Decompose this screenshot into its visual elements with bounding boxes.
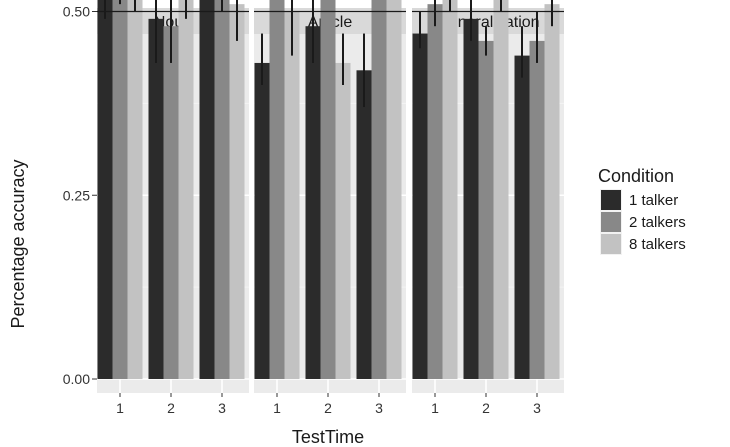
bar: [356, 70, 372, 380]
x-axis-title: TestTime: [292, 427, 364, 447]
bar: [529, 40, 545, 380]
x-tick-label: 1: [431, 400, 439, 416]
bar: [493, 0, 509, 379]
facet-label: Generalization: [436, 14, 539, 31]
bar: [320, 0, 336, 379]
bar: [544, 4, 560, 380]
bar: [178, 0, 194, 380]
x-tick-label: 3: [218, 400, 226, 416]
bar: [127, 0, 143, 379]
legend-title: Condition: [598, 166, 674, 186]
bar: [229, 4, 245, 380]
bar: [199, 0, 215, 380]
legend: Condition 1 talker 2 talkers 8 talkers: [598, 166, 686, 255]
bar: [97, 0, 113, 379]
y-axis: 0.000.250.500.75: [63, 4, 97, 387]
y-tick-label: 0.25: [63, 187, 90, 203]
x-tick-label: 1: [273, 400, 281, 416]
panels: NounArticle Generalization: [97, 0, 564, 393]
x-tick-label: 1: [116, 400, 124, 416]
bar: [214, 0, 230, 379]
bar: [335, 62, 351, 379]
bar: [514, 55, 530, 379]
legend-key: [601, 190, 621, 210]
legend-key: [601, 234, 621, 254]
legend-label: 1 talker: [629, 192, 678, 209]
x-tick-label: 2: [482, 400, 490, 416]
y-axis-title: Percentage accuracy: [8, 159, 28, 328]
bar: [112, 0, 128, 380]
legend-key: [601, 212, 621, 232]
panel-1: Article: [254, 0, 406, 393]
bar: [386, 0, 402, 380]
bar: [148, 18, 164, 379]
bar: [463, 18, 479, 379]
bar: [478, 40, 494, 380]
legend-label: 8 talkers: [629, 236, 686, 253]
x-tick-label: 3: [533, 400, 541, 416]
bar: [284, 11, 300, 379]
bar: [442, 0, 458, 379]
y-tick-label: 0.00: [63, 371, 90, 387]
panel-0: Noun: [97, 0, 249, 393]
x-axis: 1 2 3 1 2 3 1 2 3: [116, 393, 541, 416]
bar: [305, 26, 321, 379]
bar: [427, 4, 443, 380]
x-tick-label: 2: [167, 400, 175, 416]
legend-label: 2 talkers: [629, 214, 686, 231]
bar: [371, 0, 387, 380]
bar: [412, 33, 428, 380]
x-tick-label: 3: [375, 400, 383, 416]
x-tick-label: 2: [324, 400, 332, 416]
bar: [269, 0, 285, 380]
y-tick-label: 0.50: [63, 4, 90, 20]
bar: [163, 26, 179, 379]
bar: [254, 62, 270, 379]
panel-2: Generalization: [412, 0, 564, 393]
